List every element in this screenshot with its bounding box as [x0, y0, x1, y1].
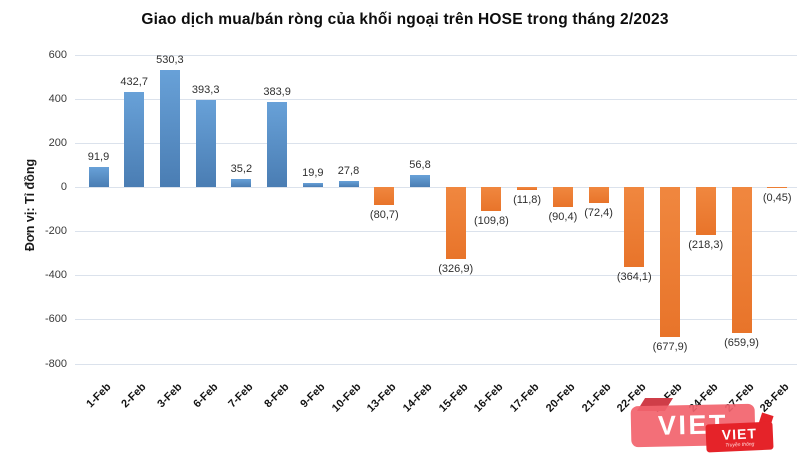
bar-3-feb [159, 70, 180, 187]
bar-14-feb [410, 174, 430, 187]
gridline-400 [75, 98, 797, 100]
value-label-14-feb: 56,8 [409, 158, 431, 171]
value-label-2-feb: 432,7 [120, 75, 148, 88]
y-tick-600: 600 [48, 48, 67, 61]
value-label-21-feb: (72,4) [584, 207, 613, 219]
value-label-3-feb: 530,3 [156, 54, 184, 66]
bar-24-feb [695, 187, 716, 236]
value-label-23-feb: (677,9) [652, 340, 688, 353]
value-label-22-feb: (364,1) [616, 271, 652, 284]
watermark-logo-small: VIET Truyền thông [705, 421, 774, 453]
bar-2-feb [124, 91, 145, 187]
value-label-8-feb: 383,9 [263, 86, 291, 99]
chart-title: Giao dịch mua/bán ròng của khối ngoại tr… [141, 11, 669, 28]
watermark-logo-small-tagline: Truyền thông [725, 440, 755, 449]
value-label-15-feb: (326,9) [438, 263, 474, 276]
bar-22-feb [624, 187, 645, 268]
gridline-200 [75, 142, 797, 144]
bar-6-feb [195, 100, 216, 187]
bar-7-feb [231, 179, 252, 187]
bar-21-feb [588, 187, 609, 203]
gridline-600 [75, 54, 797, 56]
value-label-16-feb: (109,8) [473, 215, 509, 228]
y-tick-400: 400 [48, 92, 67, 105]
value-label-10-feb: 27,8 [337, 164, 360, 177]
bar-28-feb [767, 187, 788, 188]
value-label-7-feb: 35,2 [230, 163, 253, 176]
gridline-0 [75, 187, 797, 188]
bar-23-feb [660, 187, 680, 337]
value-label-13-feb: (80,7) [369, 208, 399, 221]
value-label-1-feb: 91,9 [87, 150, 110, 163]
bar-27-feb [731, 187, 752, 333]
bar-9-feb [302, 182, 323, 187]
bar-20-feb [552, 187, 573, 207]
value-label-6-feb: 393,3 [191, 84, 220, 97]
value-label-27-feb: (659,9) [724, 336, 759, 349]
bar-17-feb [517, 187, 538, 190]
bar-16-feb [481, 187, 502, 212]
y-tick--200: -200 [44, 225, 67, 238]
value-label-24-feb: (218,3) [688, 239, 724, 252]
y-tick-200: 200 [48, 136, 67, 149]
value-label-17-feb: (11,8) [513, 193, 542, 206]
gridline--600 [75, 319, 797, 321]
y-tick--800: -800 [44, 357, 67, 370]
gridline--400 [75, 275, 797, 277]
watermark-logo-small-label: VIET [721, 424, 758, 443]
value-label-20-feb: (90,4) [548, 211, 578, 223]
bar-1-feb [88, 166, 109, 187]
gridline--800 [75, 363, 797, 365]
bar-10-feb [338, 180, 359, 187]
value-label-9-feb: 19,9 [302, 166, 324, 179]
y-tick--400: -400 [44, 269, 67, 282]
bar-8-feb [267, 102, 288, 187]
gridline--200 [75, 231, 797, 233]
y-tick--600: -600 [44, 313, 67, 326]
value-label-28-feb: (0,45) [762, 191, 792, 204]
bar-13-feb [374, 187, 395, 205]
y-tick-0: 0 [60, 181, 67, 193]
bar-15-feb [445, 187, 466, 260]
